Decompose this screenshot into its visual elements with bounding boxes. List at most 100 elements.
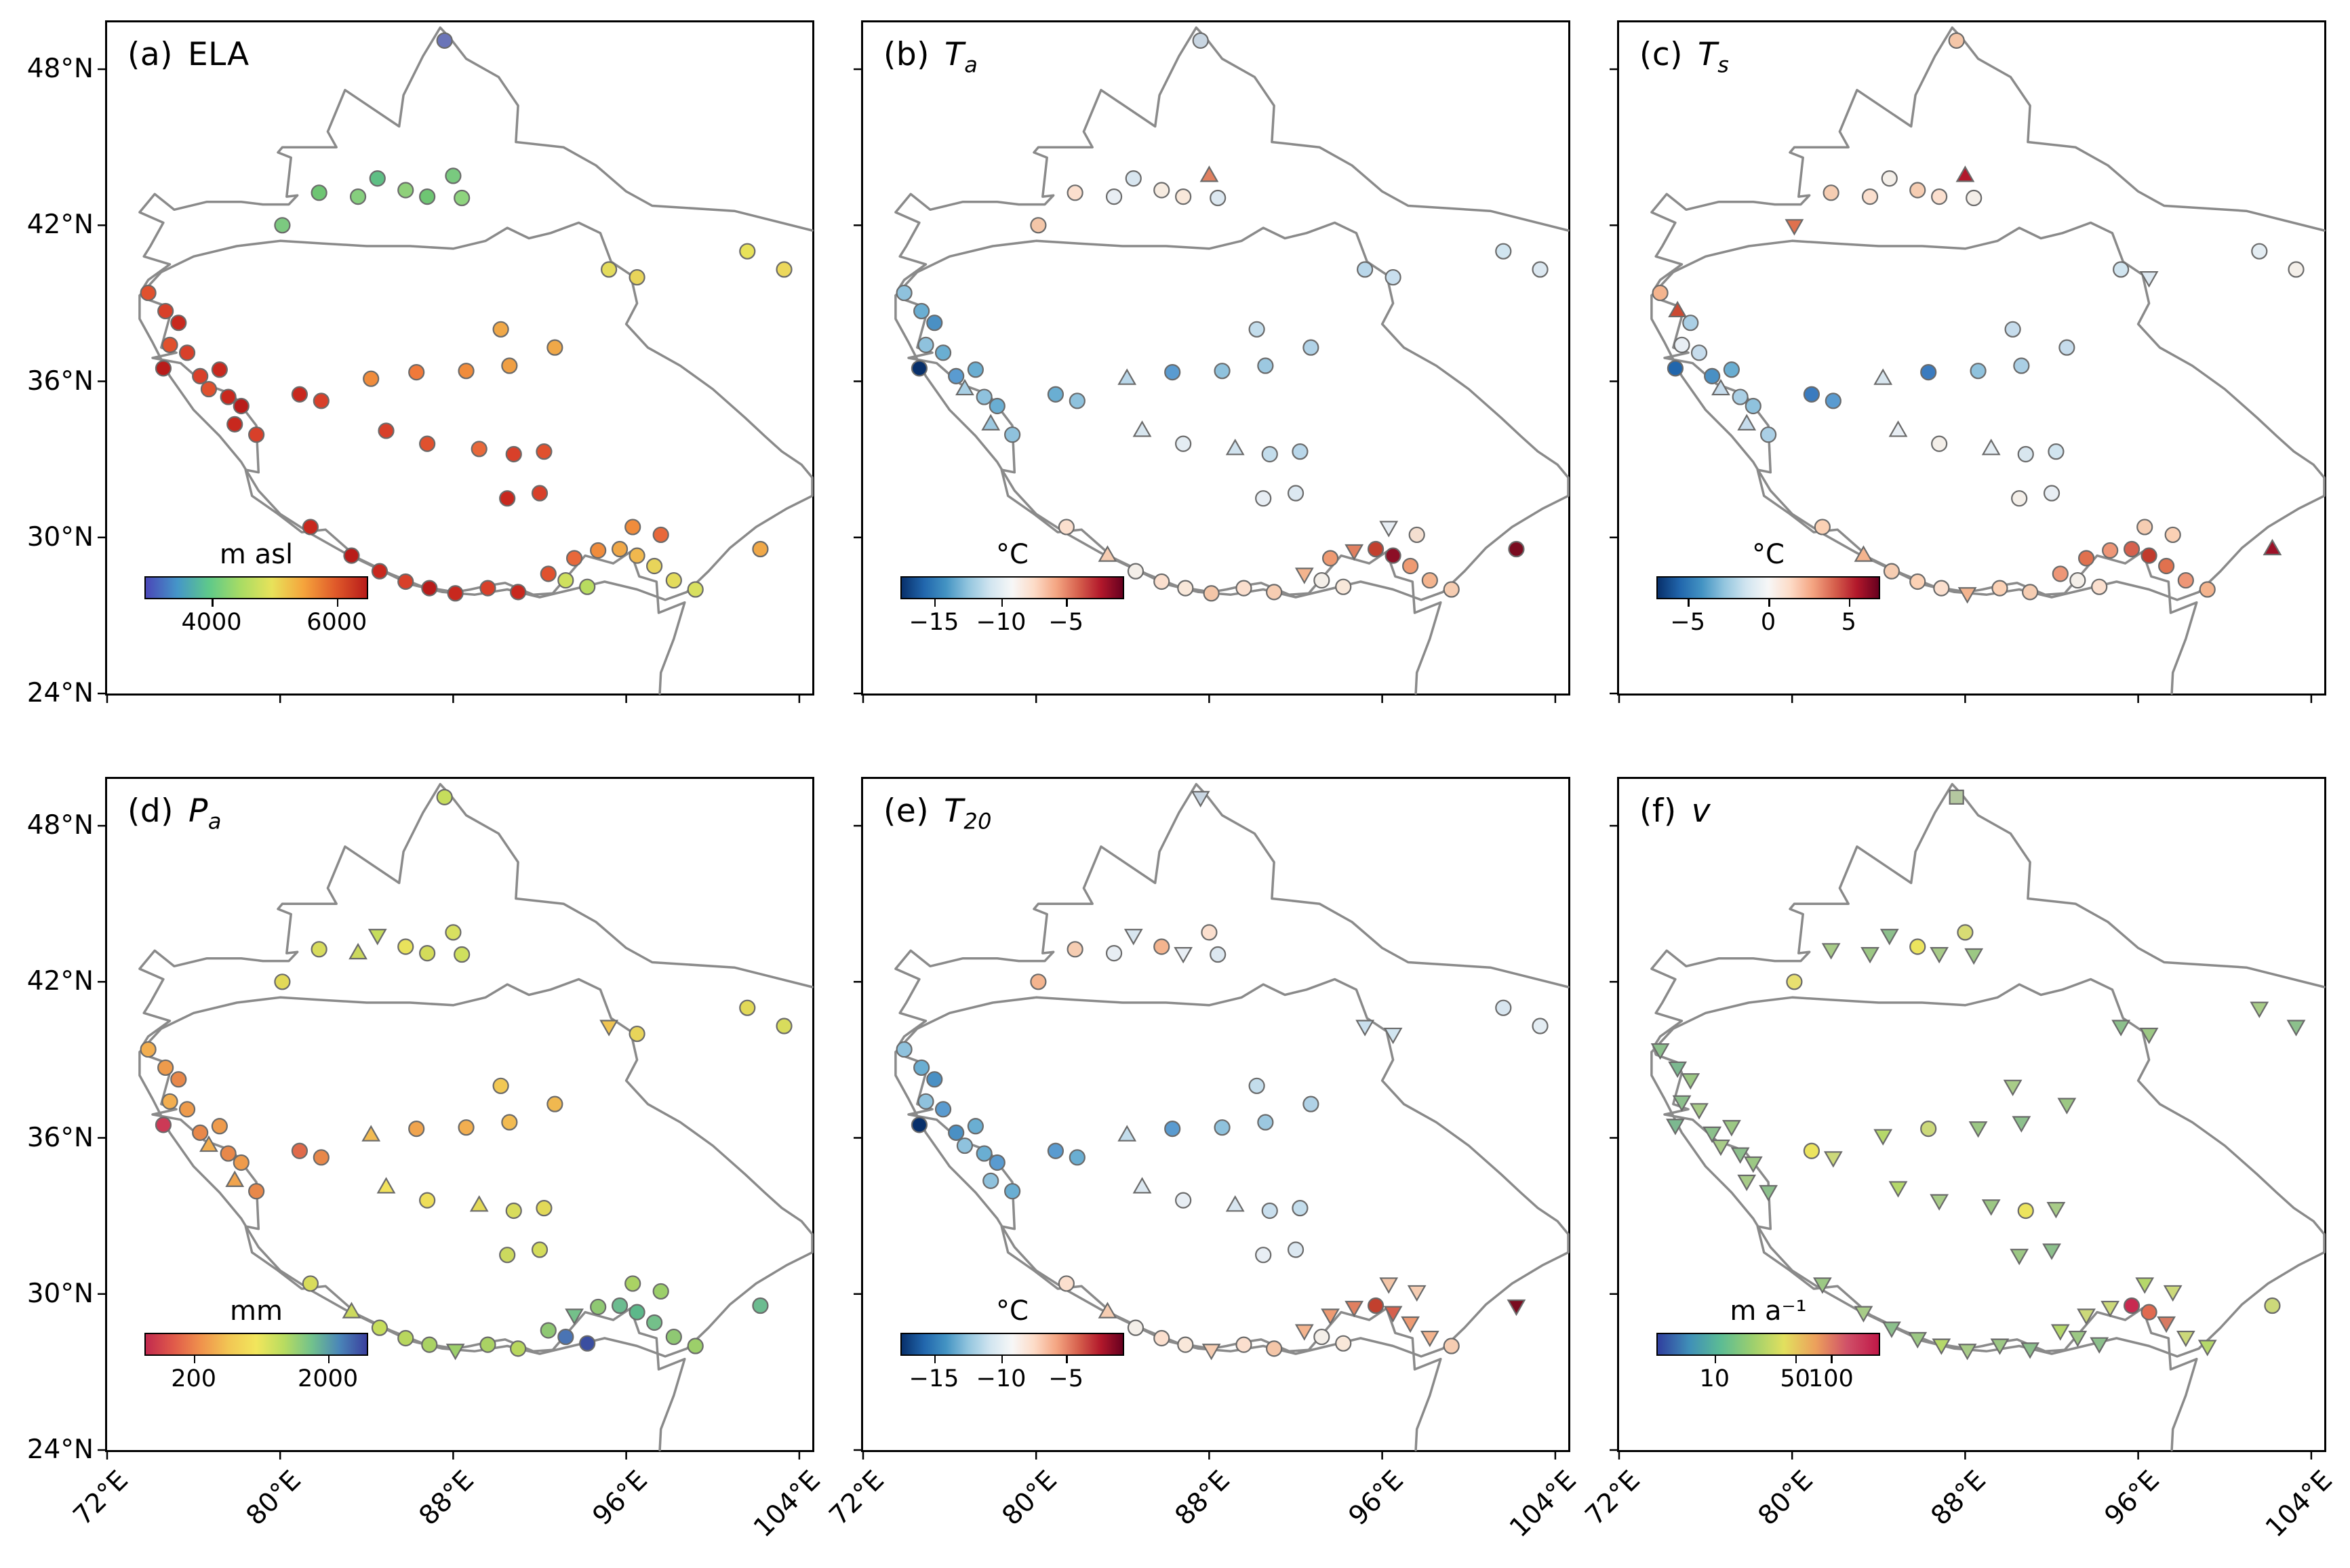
- data-point: [2157, 1316, 2176, 1333]
- data-point: [419, 435, 436, 452]
- data-point: [369, 170, 386, 187]
- data-point: [1164, 1121, 1181, 1138]
- colorbar-tick: [1688, 599, 1690, 607]
- data-point: [1668, 300, 1688, 318]
- data-point: [1383, 1027, 1403, 1045]
- y-axis-label: 36°N: [26, 365, 94, 397]
- data-point: [1408, 526, 1425, 544]
- data-point: [361, 1125, 381, 1142]
- data-point: [2057, 1098, 2077, 1114]
- data-point: [1672, 1095, 1692, 1112]
- data-point: [1966, 189, 1983, 207]
- colorbar-tick: [1001, 599, 1003, 607]
- data-point: [739, 243, 756, 260]
- map-d: [98, 782, 814, 1460]
- y-axis-label: 42°N: [26, 966, 94, 997]
- data-point: [1199, 165, 1219, 182]
- data-point: [687, 1338, 704, 1354]
- data-point: [2048, 443, 2065, 460]
- colorbar-tick-label: 200: [171, 1365, 216, 1392]
- data-point: [1854, 1306, 1873, 1323]
- data-point: [505, 445, 522, 463]
- colorbar-f: m a⁻¹ 10 50 100: [1656, 1295, 1880, 1399]
- data-point: [2017, 445, 2034, 463]
- colorbar-tick: [1066, 599, 1068, 607]
- data-point: [1117, 368, 1137, 385]
- data-point: [445, 1344, 465, 1361]
- panel-index-f: (f): [1639, 792, 1677, 830]
- data-point: [1266, 1340, 1283, 1357]
- data-point: [2022, 584, 2039, 601]
- data-point: [1737, 1174, 1757, 1192]
- data-point: [624, 519, 641, 536]
- data-point: [565, 550, 583, 567]
- data-point: [1335, 578, 1352, 595]
- data-point: [2163, 1285, 2183, 1302]
- y-axis-label: 24°N: [26, 678, 94, 708]
- y-axis-label: 30°N: [26, 521, 94, 552]
- data-point: [1970, 363, 1987, 380]
- data-point: [2140, 547, 2157, 564]
- data-point: [989, 397, 1005, 415]
- data-point: [948, 1124, 965, 1141]
- data-point: [170, 1071, 187, 1088]
- data-point: [1383, 1306, 1403, 1323]
- data-point: [225, 1170, 245, 1187]
- colorbar-ticks-e: −15 −10 −5: [900, 1356, 1124, 1399]
- data-point: [2046, 1202, 2066, 1219]
- data-point: [376, 1177, 396, 1194]
- data-point: [1153, 938, 1170, 955]
- data-point: [1990, 1338, 2010, 1355]
- data-point: [505, 1202, 522, 1220]
- data-point: [536, 443, 553, 460]
- data-point: [1321, 1308, 1340, 1325]
- data-point: [1964, 948, 1984, 965]
- panel-variable-b: Ta: [944, 36, 978, 78]
- data-point: [1292, 443, 1309, 460]
- data-point: [1495, 243, 1512, 260]
- data-point: [1721, 1120, 1741, 1137]
- data-point: [752, 1297, 769, 1314]
- data-point: [1047, 386, 1064, 403]
- colorbar-label-f: m a⁻¹: [1730, 1295, 1807, 1327]
- data-point: [2288, 261, 2305, 278]
- data-point: [2052, 565, 2069, 582]
- data-point: [2136, 519, 2153, 536]
- data-point: [579, 1335, 596, 1352]
- data-point: [1814, 519, 1831, 536]
- data-point: [2010, 1249, 2029, 1266]
- data-point: [311, 941, 327, 958]
- colorbar-tick: [934, 1356, 936, 1363]
- data-point: [1294, 1324, 1314, 1341]
- colorbar-label-d: mm: [230, 1295, 283, 1327]
- data-point: [687, 581, 704, 598]
- colorbar-tick-label: 5: [1841, 609, 1856, 636]
- data-point: [161, 1093, 178, 1110]
- map-c: [1610, 26, 2326, 703]
- colorbar-label-e: °C: [996, 1295, 1029, 1327]
- data-point: [1888, 420, 1908, 437]
- data-point: [1385, 547, 1401, 564]
- data-point: [1321, 550, 1339, 567]
- data-point: [590, 542, 607, 559]
- colorbar-ticks-d: 200 2000: [144, 1356, 368, 1399]
- data-point: [1652, 284, 1669, 302]
- data-point: [342, 1302, 361, 1319]
- data-point: [1379, 521, 1399, 538]
- data-point: [2077, 550, 2095, 567]
- data-point: [419, 1192, 436, 1209]
- data-point: [302, 1275, 319, 1292]
- data-point: [536, 1200, 553, 1217]
- data-point: [421, 580, 438, 597]
- panel-variable-d: Pa: [188, 792, 222, 835]
- data-point: [1443, 581, 1460, 598]
- data-point: [955, 378, 974, 396]
- data-point: [2158, 557, 2175, 575]
- data-point: [445, 167, 462, 184]
- data-point: [2123, 1297, 2140, 1314]
- x-axis-label: 80°E: [1752, 1465, 1820, 1532]
- data-point: [1860, 946, 1879, 964]
- colorbar-tick-label: 4000: [181, 609, 242, 636]
- data-point: [291, 1142, 308, 1159]
- data-point: [2050, 1324, 2070, 1341]
